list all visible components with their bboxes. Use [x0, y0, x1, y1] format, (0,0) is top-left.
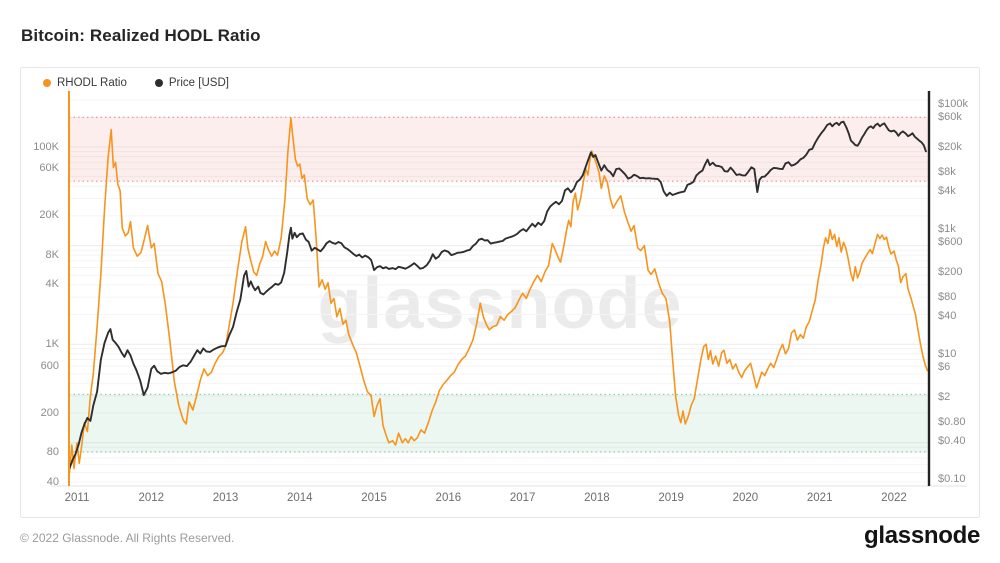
left-axis-tick-8K: 8K — [45, 248, 59, 261]
left-axis-tick-20K: 20K — [39, 209, 59, 222]
x-axis-tick-2019: 2019 — [658, 492, 684, 504]
chart-plot-area[interactable] — [21, 68, 979, 516]
x-axis-tick-2014: 2014 — [287, 492, 313, 504]
series-line-price-usd — [68, 120, 927, 469]
left-axis-tick-60K: 60K — [39, 162, 59, 175]
legend-item-price-usd[interactable]: Price [USD] — [154, 77, 229, 89]
x-axis-tick-2012: 2012 — [138, 492, 165, 504]
right-axis-tick-$20k: $20k — [938, 141, 962, 154]
legend-label-rhodl-ratio: RHODL Ratio — [57, 77, 127, 89]
left-axis-tick-100K: 100K — [33, 140, 59, 153]
left-axis-tick-600: 600 — [40, 359, 59, 372]
rhodl-legend-dot-icon — [43, 79, 51, 87]
accumulation-zone-band — [69, 394, 929, 452]
price-legend-dot-icon — [154, 79, 163, 87]
left-axis-tick-4K: 4K — [45, 278, 59, 291]
legend-label-price-usd: Price [USD] — [168, 77, 229, 89]
page-title: Bitcoin: Realized HODL Ratio — [21, 26, 261, 45]
x-axis-tick-2011: 2011 — [64, 492, 90, 504]
x-axis-tick-2020: 2020 — [732, 492, 759, 504]
right-axis-tick-$60k: $60k — [938, 111, 962, 124]
x-axis-tick-2021: 2021 — [806, 492, 833, 504]
right-axis-tick-$200: $200 — [938, 266, 963, 279]
x-axis-tick-2013: 2013 — [212, 492, 239, 504]
left-axis-tick-80: 80 — [46, 445, 59, 458]
right-axis-tick-$8k: $8k — [938, 166, 956, 179]
right-axis-tick-$40: $40 — [938, 309, 957, 322]
left-axis-tick-40: 40 — [46, 475, 59, 488]
right-axis-tick-$2: $2 — [938, 391, 951, 404]
x-axis-tick-2015: 2015 — [361, 492, 387, 504]
x-axis-tick-2017: 2017 — [509, 492, 536, 504]
footer-copyright: © 2022 Glassnode. All Rights Reserved. — [20, 531, 235, 545]
right-axis-tick-$600: $600 — [938, 236, 963, 249]
right-axis-tick-$80: $80 — [938, 291, 957, 304]
right-axis-tick-$0.40: $0.40 — [938, 434, 966, 447]
series-line-rhodl-ratio — [68, 117, 929, 474]
legend-item-rhodl-ratio[interactable]: RHODL Ratio — [43, 77, 127, 89]
x-axis-tick-2016: 2016 — [435, 492, 462, 504]
chart-panel: RHODL Ratio Price [USD] glassnode 100K 60… — [20, 67, 980, 518]
overheated-zone-band — [69, 117, 929, 182]
x-axis-tick-2018: 2018 — [584, 492, 610, 504]
right-axis-tick-$100k: $100k — [938, 97, 968, 110]
glassnode-logo: glassnode — [864, 522, 980, 549]
right-axis-tick-$10: $10 — [938, 347, 957, 360]
right-axis-tick-$1k: $1k — [938, 222, 956, 235]
left-axis-tick-200: 200 — [40, 406, 59, 419]
left-axis-tick-1K: 1K — [45, 337, 59, 350]
right-axis-tick-$6: $6 — [938, 361, 951, 374]
right-axis-tick-$4k: $4k — [938, 184, 956, 197]
right-axis-tick-$0.80: $0.80 — [938, 416, 966, 429]
right-axis-tick-$0.10: $0.10 — [938, 472, 966, 485]
x-axis-tick-2022: 2022 — [881, 492, 907, 504]
chart-legend: RHODL Ratio Price [USD] — [43, 77, 229, 89]
